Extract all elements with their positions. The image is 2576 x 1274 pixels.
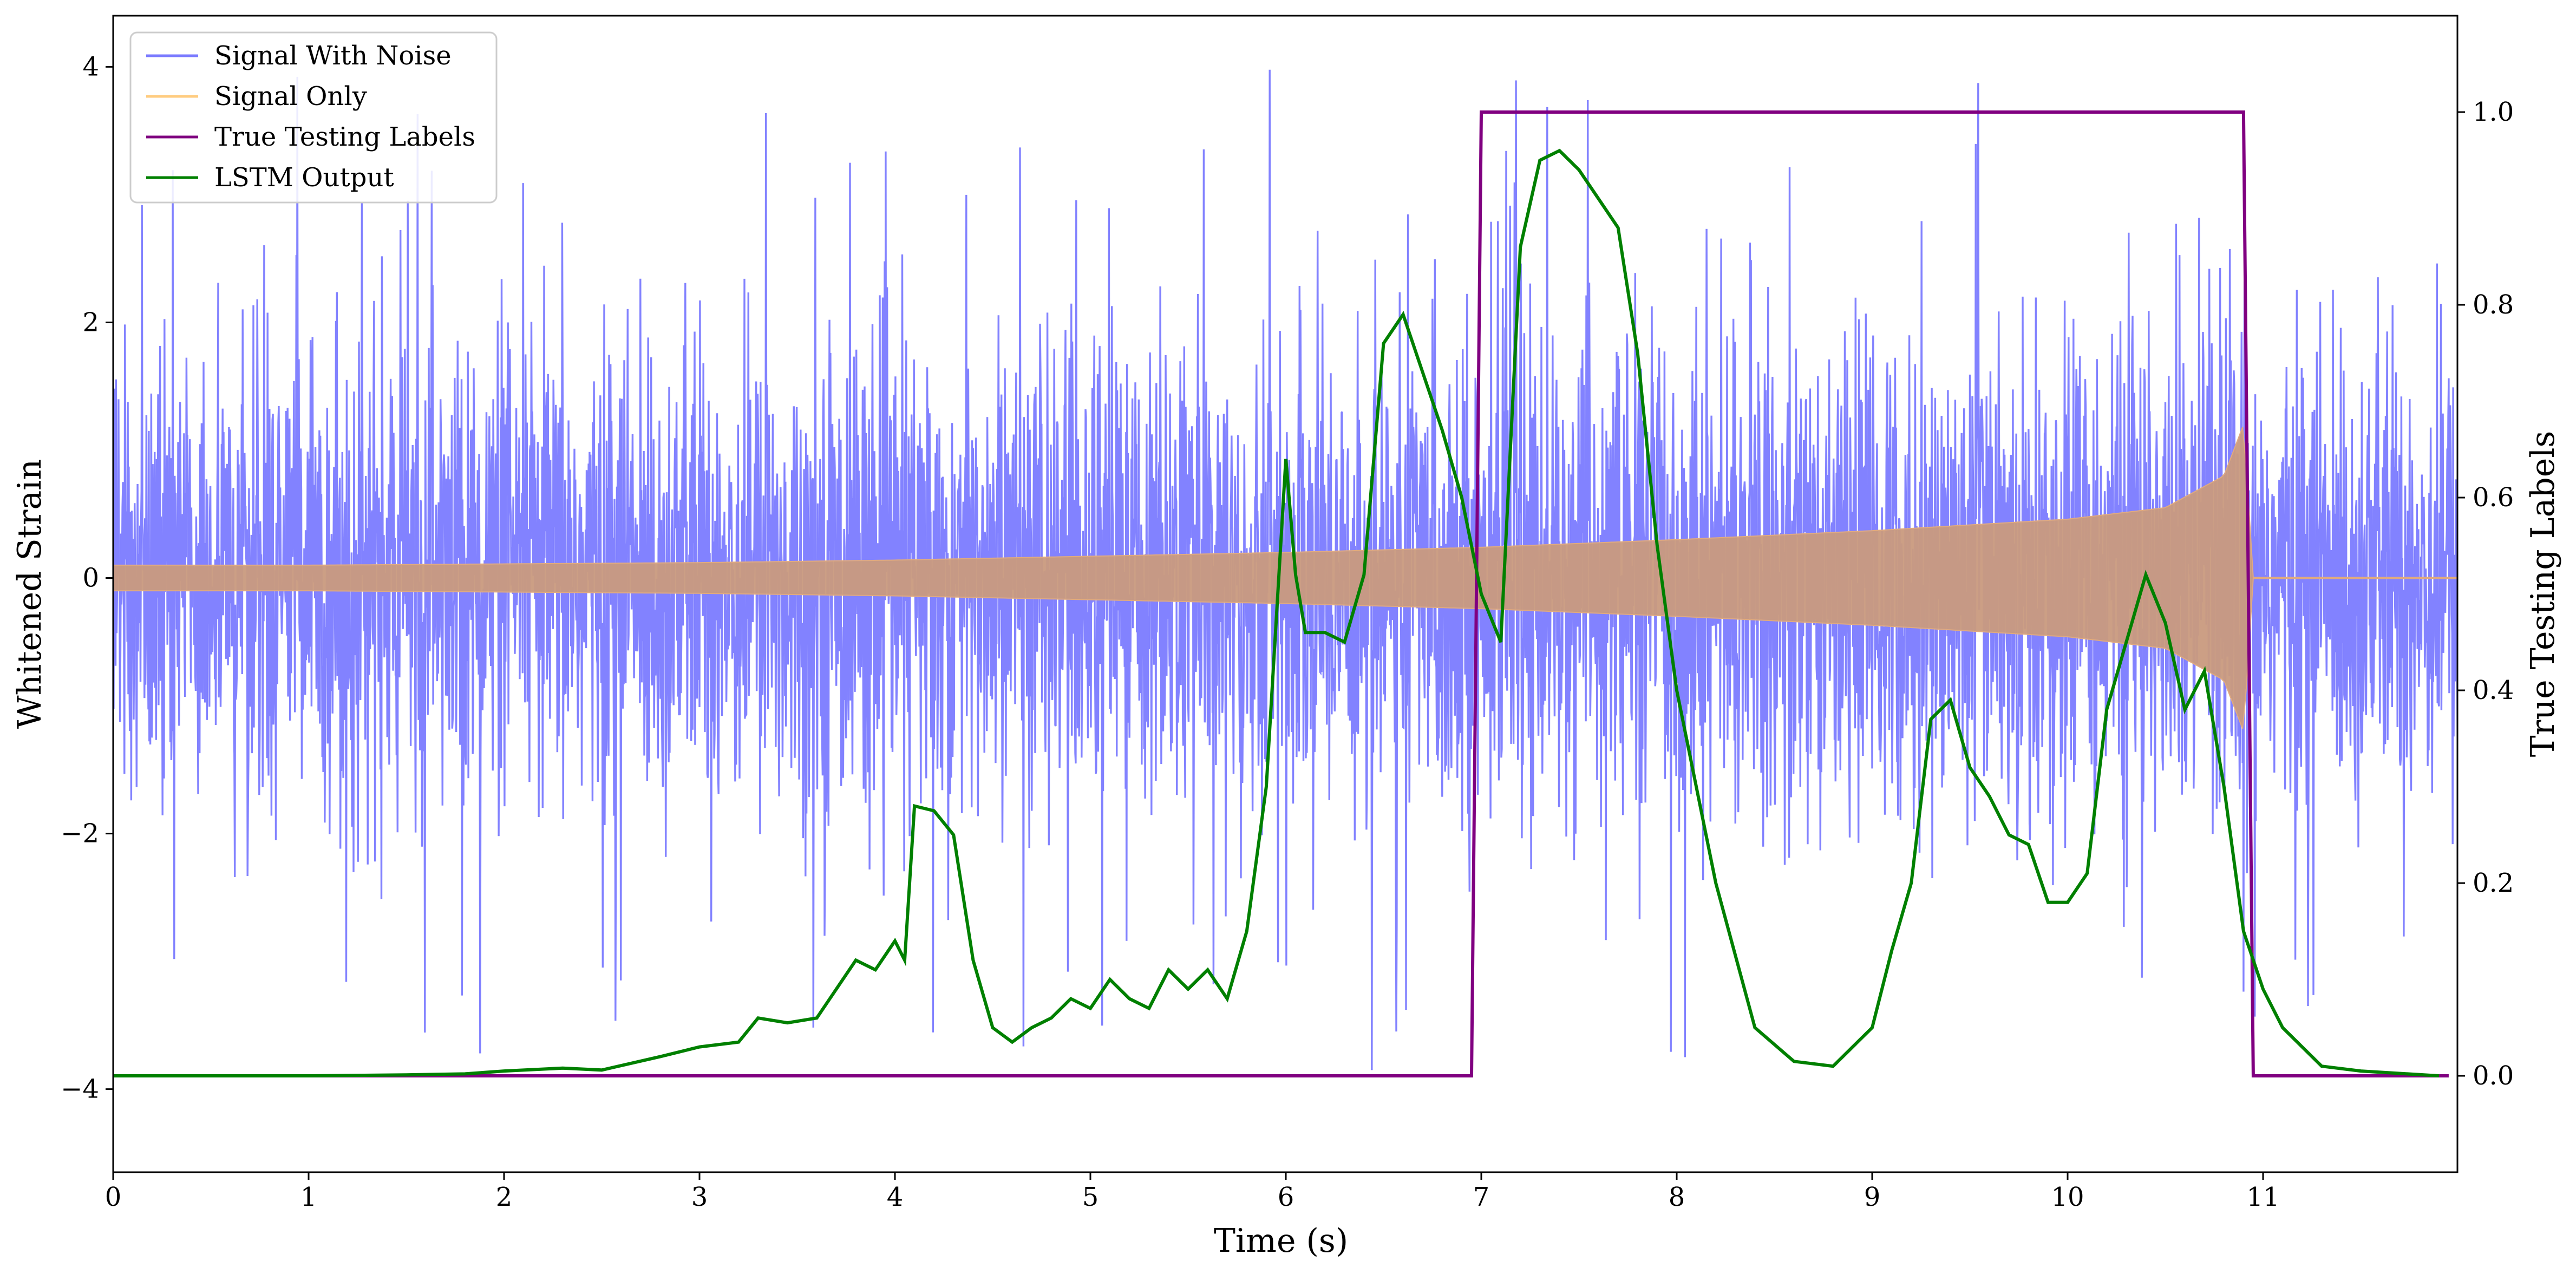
x-tick-label: 1 [300,1182,317,1212]
x-tick-label: 5 [1082,1182,1099,1212]
legend-box [129,31,498,204]
x-tick-label: 0 [105,1182,122,1212]
x-tick-label: 11 [2246,1182,2279,1212]
y-axis-label: Whitened Strain [11,459,49,729]
y2-tick-label: 0.8 [2473,290,2514,320]
y-axis-right: 0.0 0.2 0.4 0.6 0.8 1.0 [2457,97,2514,1091]
y2-tick-label: 1.0 [2473,97,2514,127]
legend: Signal With Noise Signal Only True Testi… [129,31,498,204]
legend-label-signal-with-noise: Signal With Noise [214,41,452,71]
legend-label-lstm-output: LSTM Output [214,162,394,193]
y-tick-label: 4 [82,51,99,82]
series-signal-with-noise [113,69,2457,1070]
y2-tick-label: 0.2 [2473,868,2514,898]
y-tick-label: 0 [82,563,99,593]
y2-tick-label: 0.6 [2473,482,2514,513]
y2-tick-label: 0.4 [2473,675,2514,705]
x-tick-label: 8 [1669,1182,1685,1212]
x-tick-label: 9 [1864,1182,1881,1212]
series-signal-only [113,427,2254,729]
y-tick-label: −2 [61,819,99,849]
y2-tick-label: 0.0 [2473,1061,2514,1091]
legend-label-true-testing-labels: True Testing Labels [214,122,475,152]
x-tick-label: 3 [691,1182,708,1212]
x-axis: 0 1 2 3 4 5 6 7 8 9 10 11 [105,1172,2280,1212]
y-tick-label: 2 [82,307,99,337]
series-lstm-output [113,148,2440,1077]
x-tick-label: 2 [496,1182,513,1212]
x-tick-label: 6 [1278,1182,1294,1212]
x-tick-label: 7 [1473,1182,1490,1212]
y-axis-left: −4 −2 0 2 4 [61,51,113,1105]
x-tick-label: 10 [2051,1182,2084,1212]
legend-label-signal-only: Signal Only [214,81,367,112]
x-axis-label: Time (s) [1214,1222,1348,1260]
y-tick-label: −4 [61,1074,99,1105]
series-true-testing-labels [113,110,2449,1077]
y2-axis-label: True Testing Labels [2524,431,2562,757]
x-tick-label: 4 [887,1182,904,1212]
